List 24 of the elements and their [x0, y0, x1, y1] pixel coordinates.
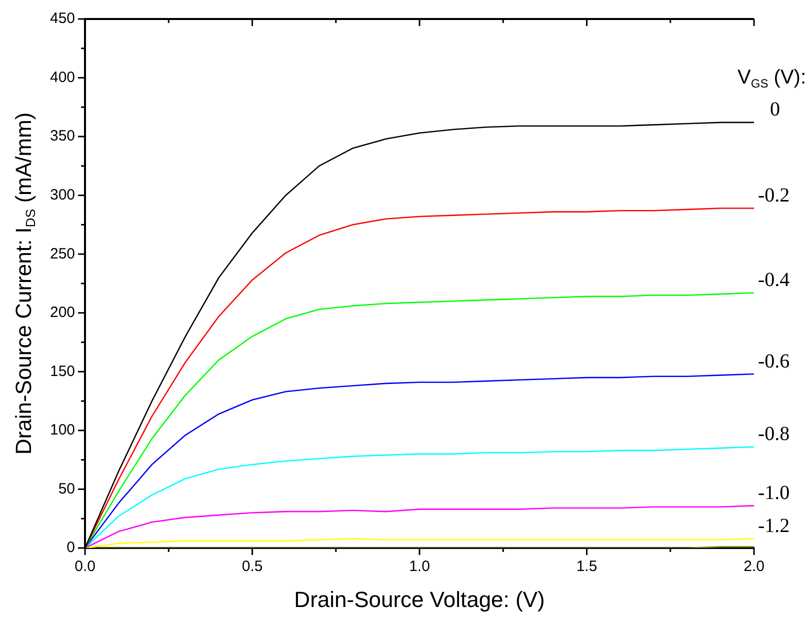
x-tick-label: 1.5	[576, 558, 598, 576]
y-tick-label: 50	[58, 480, 76, 498]
y-tick-label: 300	[50, 186, 76, 204]
x-axis-title: Drain-Source Voltage: (V)	[294, 587, 545, 612]
x-tick-label: 0.0	[74, 558, 96, 576]
x-tick-label: 1.0	[409, 558, 430, 576]
series-label: -1.2	[758, 514, 790, 537]
y-tick-label: 350	[50, 128, 76, 145]
x-tick-label: 2.0	[744, 558, 764, 576]
series-label: -0.6	[758, 350, 790, 372]
y-tick-label: 150	[50, 362, 76, 380]
y-tick-label: 400	[50, 68, 76, 86]
series-label: 0	[770, 98, 780, 121]
y-tick-label: 100	[50, 422, 76, 439]
y-tick-label: 450	[50, 10, 76, 28]
series-label: -0.4	[758, 269, 790, 292]
y-tick-label: 250	[50, 245, 76, 262]
y-axis-title: Drain-Source Current: IDS (mA/mm)	[11, 112, 38, 455]
series-label: -0.2	[758, 184, 790, 207]
series-label: -0.8	[758, 423, 790, 446]
y-tick-label: 0	[66, 539, 76, 556]
x-tick-label: 0.5	[242, 558, 263, 576]
y-tick-label: 200	[50, 304, 76, 322]
series-label: -1.0	[758, 482, 790, 504]
